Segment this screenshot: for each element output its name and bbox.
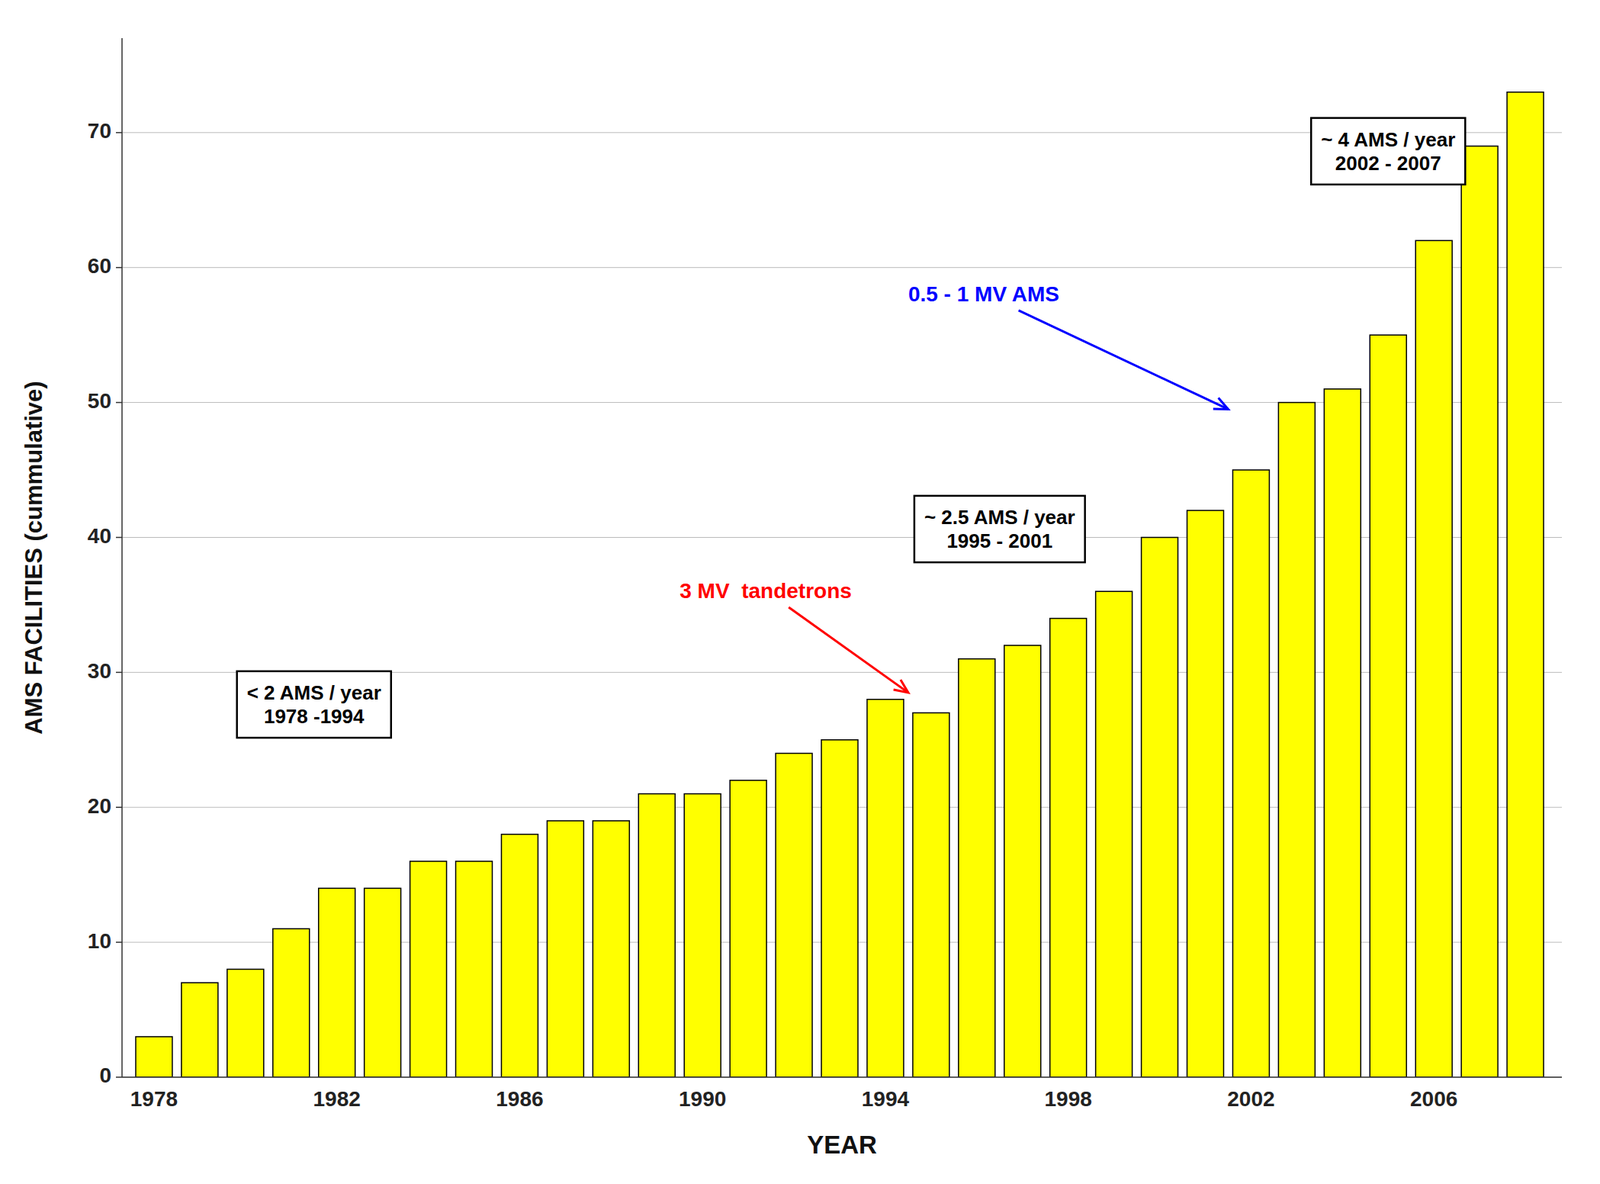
bar [1461,146,1498,1077]
y-tick-label: 0 [99,1063,112,1087]
x-tick-label: 1978 [130,1086,178,1111]
annotation-box: < 2 AMS / year1978 -1994 [237,671,392,738]
bar [592,820,630,1077]
annotation-text: 0.5 - 1 MV AMS [908,282,1060,306]
bar [227,968,264,1077]
bar [1004,645,1041,1077]
annotation-text: < 2 AMS / year1978 -1994 [247,681,382,728]
y-tick-label: 30 [87,658,112,683]
annotation-line: < 2 AMS / year [247,681,382,704]
x-tick-label: 1990 [678,1086,727,1111]
bar [867,699,904,1077]
annotation-line: 3 MV tandetrons [679,578,852,603]
annotation-line: 2002 - 2007 [1335,151,1442,175]
bar [684,793,721,1077]
annotation-line: 1995 - 2001 [946,529,1053,553]
annotation-box: ~ 2.5 AMS / year1995 - 2001 [914,495,1086,563]
bar [1415,240,1453,1077]
bar [1095,591,1133,1077]
bar [1506,92,1544,1077]
grid-line [122,1076,1562,1078]
annotation-frame [1310,118,1466,185]
x-axis-line [122,1076,1562,1078]
bar [912,712,950,1077]
y-tick [115,536,123,539]
grid-line [122,266,1562,268]
x-tick-label: 2006 [1410,1086,1458,1111]
annotation-line: ~ 2.5 AMS / year [924,505,1076,529]
annotation-text: ~ 2.5 AMS / year1995 - 2001 [924,505,1076,553]
annotation-text: ~ 4 AMS / year2002 - 2007 [1320,128,1456,175]
x-tick-label: 1994 [861,1086,910,1111]
y-tick-label: 50 [87,388,112,413]
y-tick-label: 60 [87,253,112,278]
y-tick-label: 10 [87,928,112,953]
annotation-arrowhead [1213,398,1229,410]
annotation: 3 MV tandetrons [679,578,909,693]
chart: 0 10 20 30 40 50 60 70 1978 1982 1986 1990 1994 1998 2… [0,0,1600,1184]
annotation-frame [237,671,392,738]
annotation-frame [914,495,1086,563]
y-tick [115,401,123,404]
annotation-line: 0.5 - 1 MV AMS [908,282,1060,306]
bar [775,752,813,1077]
x-tick-label: 1998 [1044,1086,1093,1111]
bar [364,887,402,1077]
y-tick [115,266,123,269]
bar [456,861,493,1077]
bar [1187,510,1225,1077]
x-axis-label: YEAR [806,1130,878,1159]
y-axis-label: AMS FACILITIES (cummulative) [20,380,48,734]
bar [318,887,356,1077]
y-tick [115,1076,123,1078]
y-tick-label: 20 [87,793,112,818]
bar [821,739,858,1077]
bar [1369,334,1407,1077]
y-axis-line [121,38,123,1077]
bar [958,658,996,1077]
y-tick [115,941,123,943]
bar [1278,402,1315,1077]
bar [1050,618,1087,1077]
annotation-line: 1978 -1994 [263,704,365,728]
x-tick-label: 2002 [1227,1086,1275,1111]
bar [501,834,538,1077]
bar [135,1036,173,1077]
bar [1141,536,1179,1077]
y-tick-label: 70 [87,118,112,143]
annotation-text: 3 MV tandetrons [679,578,852,603]
bar [638,793,675,1077]
bar [1323,388,1361,1077]
bar [181,982,219,1077]
annotation-line: ~ 4 AMS / year [1320,128,1456,152]
annotation-arrowhead [893,679,909,693]
y-tick [115,131,123,134]
annotation: 0.5 - 1 MV AMS [908,282,1229,410]
x-tick-label: 1982 [313,1086,361,1111]
annotation-box: ~ 4 AMS / year2002 - 2007 [1310,118,1466,185]
y-tick [115,671,123,674]
bars [135,92,1544,1077]
bar [546,820,584,1077]
x-tick-label: 1986 [495,1086,543,1111]
bar [1232,469,1270,1077]
annotations: < 2 AMS / year1978 -1994 ~ 2.5 AMS / year… [237,118,1466,738]
y-tick [115,806,123,808]
grid [122,132,1562,1077]
annotation-arrow [1018,310,1229,410]
bar [729,780,767,1077]
annotation-arrow [788,607,909,693]
bar [273,928,310,1077]
bar [410,861,447,1077]
y-tick-label: 40 [87,523,112,548]
